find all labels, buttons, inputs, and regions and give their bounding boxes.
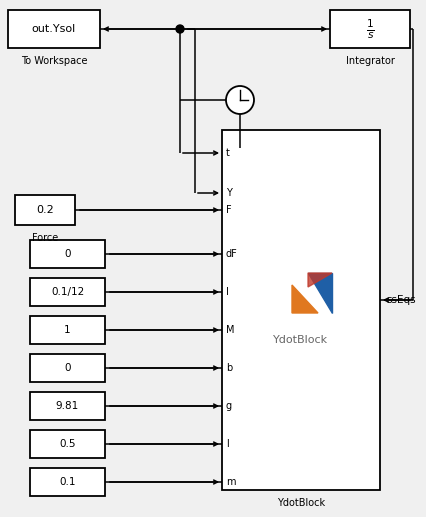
Bar [8,10,100,48]
Text: Y: Y [226,188,232,198]
Text: 0: 0 [64,249,71,259]
Text: 0.2: 0.2 [36,205,54,215]
Text: Force: Force [32,233,58,243]
Circle shape [176,25,184,33]
Bar [30,240,105,268]
Bar [222,130,380,490]
Bar [330,10,410,48]
Text: out.Ysol: out.Ysol [32,24,76,34]
Text: b: b [226,363,232,373]
Text: To Workspace: To Workspace [21,56,87,66]
Text: dF: dF [226,249,238,259]
Text: M: M [226,325,234,335]
Polygon shape [292,285,318,313]
Bar [30,430,105,458]
Bar [15,195,75,225]
Text: $\frac{1}{s}$: $\frac{1}{s}$ [366,17,374,41]
Text: F: F [226,205,232,215]
Text: 0.1: 0.1 [59,477,76,487]
Bar [30,316,105,344]
Bar [30,392,105,420]
Polygon shape [308,273,332,287]
Text: YdotBlock: YdotBlock [277,498,325,508]
Text: 0.5: 0.5 [59,439,76,449]
Text: 0: 0 [64,363,71,373]
Text: 9.81: 9.81 [56,401,79,411]
Text: Integrator: Integrator [345,56,394,66]
Text: m: m [226,477,236,487]
Bar [30,354,105,382]
Text: t: t [226,148,230,158]
Bar [30,468,105,496]
Circle shape [226,86,254,114]
Polygon shape [308,273,332,313]
Text: g: g [226,401,232,411]
Text: 0.1/12: 0.1/12 [51,287,84,297]
Text: I: I [226,287,229,297]
Text: ssEqs: ssEqs [386,295,416,305]
Bar [30,278,105,306]
Text: 1: 1 [64,325,71,335]
Text: l: l [226,439,229,449]
Text: YdotBlock: YdotBlock [273,335,328,345]
